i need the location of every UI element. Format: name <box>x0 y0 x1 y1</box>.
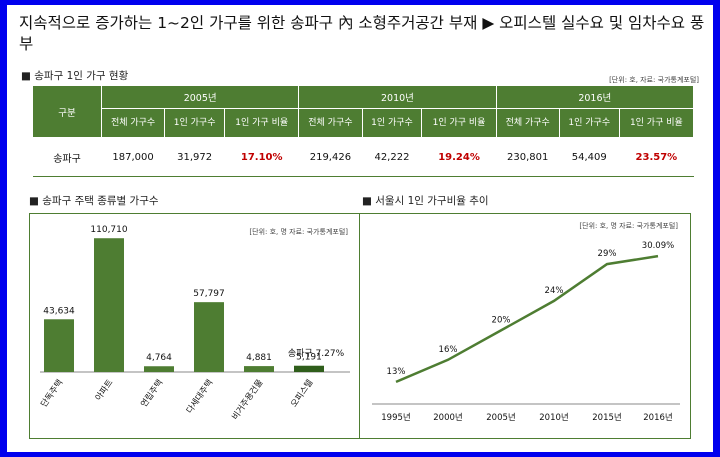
bar-category-label: 다세대주택 <box>184 377 215 415</box>
table-cell: 230,801 <box>496 137 560 177</box>
frame: 지속적으로 증가하는 1~2인 가구를 위한 송파구 內 소형주거공간 부재 ▶… <box>7 5 713 452</box>
x-tick-label: 2016년 <box>643 412 672 423</box>
bar-annotation: 송파구 7.27% <box>288 348 345 359</box>
bar-chart-panel: [단위: 호, 명 자료: 국가통계포털] 43,634 단독주택 110,710 아파… <box>29 213 361 439</box>
bar-value-label: 110,710 <box>90 225 127 235</box>
year-header: 2005년 <box>100 85 300 109</box>
table-source: [단위: 호, 자료: 국가통계포털] <box>609 76 699 84</box>
row-label: 송파구 <box>32 137 102 177</box>
bar-value-label: 5,191 <box>296 353 322 363</box>
table-row: 송파구 187,000 31,972 17.10% 219,426 42,222… <box>32 137 694 177</box>
bar-chart: [단위: 호, 명 자료: 국가통계포털] 43,634 단독주택 110,710 아파… <box>39 225 350 422</box>
table-cell: 187,000 <box>101 137 165 177</box>
x-tick-label: 2015년 <box>592 412 621 423</box>
col-header: 1인 가구수 <box>361 108 423 138</box>
bar-category-label: 단독주택 <box>39 377 66 409</box>
x-tick-label: 2005년 <box>486 412 515 423</box>
bar-category-label: 아파트 <box>93 377 116 403</box>
bar-category-label: 연립주택 <box>139 377 166 409</box>
col-header: 1인 가구 비율 <box>224 108 300 138</box>
table-cell-ratio: 17.10% <box>224 137 299 177</box>
line-chart-panel: [단위: 호, 명 자료: 국가통계포털] 13% 1995년 16% 2000년 20%… <box>359 213 691 439</box>
bar-value-label: 4,881 <box>246 353 272 363</box>
x-tick-label: 2000년 <box>433 412 462 423</box>
bar-chart-title: ■ 송파구 주택 종류별 가구수 <box>29 195 159 207</box>
line-value-label: 24% <box>545 286 564 296</box>
line-value-label: 16% <box>439 345 458 355</box>
bar <box>44 319 74 372</box>
col-header: 전체 가구수 <box>100 108 166 138</box>
table-section-title: ■ 송파구 1인 가구 현황 <box>21 70 129 82</box>
line-value-label: 29% <box>598 249 617 259</box>
line-value-label: 20% <box>492 315 511 325</box>
table-cell: 219,426 <box>298 137 362 177</box>
bar <box>194 302 224 372</box>
bar <box>144 366 174 372</box>
bar-value-label: 57,797 <box>193 289 225 299</box>
col-header: 전체 가구수 <box>495 108 560 138</box>
headline: 지속적으로 증가하는 1~2인 가구를 위한 송파구 內 소형주거공간 부재 ▶… <box>19 14 705 53</box>
x-tick-label: 2010년 <box>539 412 568 423</box>
line-chart-source: [단위: 호, 명 자료: 국가통계포털] <box>579 221 678 230</box>
x-tick-label: 1995년 <box>381 412 410 423</box>
table-cell-ratio: 19.24% <box>421 137 497 177</box>
bar-chart-source: [단위: 호, 명 자료: 국가통계포털] <box>249 227 348 236</box>
bar-category-label: 비거주용건물 <box>230 377 266 422</box>
series-line <box>395 254 659 384</box>
bar <box>294 365 324 372</box>
bar-category-label: 오피스텔 <box>289 377 316 409</box>
col-header: 1인 가구 비율 <box>421 108 497 138</box>
bar <box>244 366 274 372</box>
col-header: 1인 가구 비율 <box>618 108 695 138</box>
line-chart: [단위: 호, 명 자료: 국가통계포털] 13% 1995년 16% 2000년 20%… <box>372 221 680 423</box>
line-value-label: 13% <box>387 367 406 377</box>
col-header: 전체 가구수 <box>298 108 363 138</box>
row-header: 구분 <box>32 85 102 138</box>
table-cell-ratio: 23.57% <box>619 137 694 177</box>
col-header: 1인 가구수 <box>164 108 226 138</box>
year-header: 2016년 <box>495 85 695 109</box>
line-chart-title: ■ 서울시 1인 가구비율 추이 <box>362 195 489 207</box>
bar-value-label: 43,634 <box>43 306 75 316</box>
year-header: 2010년 <box>298 85 497 109</box>
table-cell: 42,222 <box>362 137 422 177</box>
table-cell: 54,409 <box>559 137 620 177</box>
household-table: 구분 2005년 2010년 2016년 전체 가구수 1인 가구수 1인 가구… <box>32 85 695 177</box>
line-value-label: 30.09% <box>642 241 674 251</box>
col-header: 1인 가구수 <box>558 108 620 138</box>
bar-value-label: 4,764 <box>146 353 172 363</box>
bar <box>94 238 124 372</box>
table-cell: 31,972 <box>164 137 225 177</box>
